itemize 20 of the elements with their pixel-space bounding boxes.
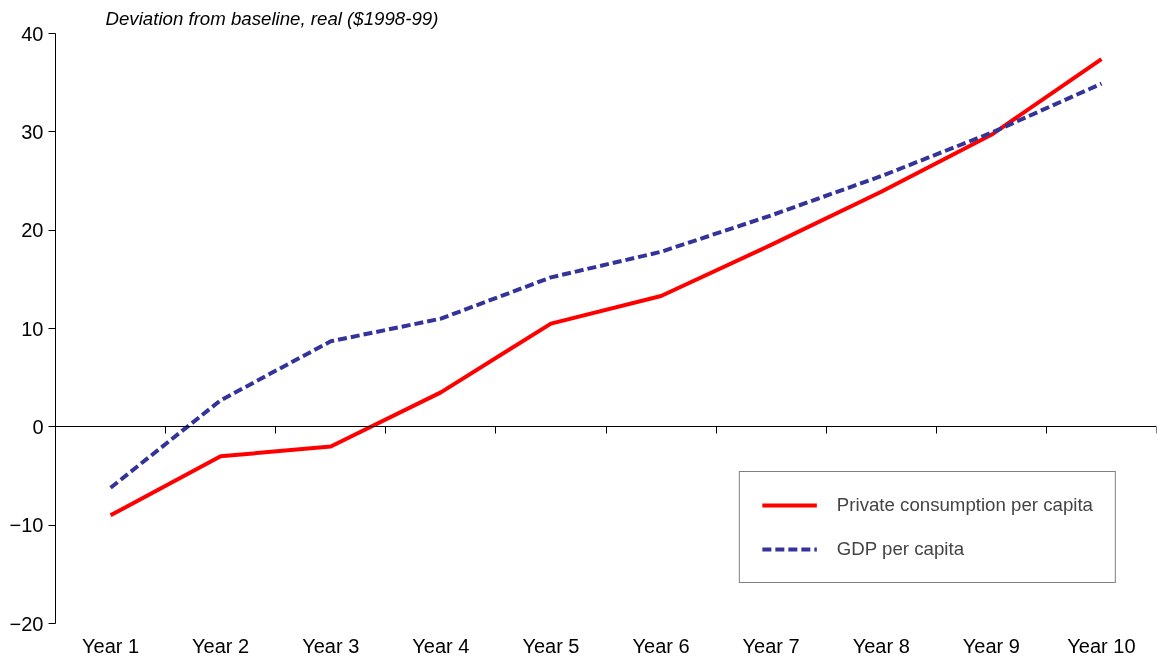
y-tick-label: 30 bbox=[21, 120, 44, 143]
legend-label: GDP per capita bbox=[836, 538, 965, 560]
legend-label: Private consumption per capita bbox=[836, 494, 1093, 516]
y-tick-label: 0 bbox=[32, 415, 44, 438]
y-tick-label: 20 bbox=[21, 219, 44, 242]
x-tick-label: Year 5 bbox=[522, 634, 580, 657]
y-tick-label: −10 bbox=[9, 514, 44, 537]
x-tick-label: Year 9 bbox=[962, 634, 1020, 657]
x-tick-label: Year 6 bbox=[632, 634, 690, 657]
y-tick-label: −20 bbox=[9, 612, 44, 635]
chart-title: Deviation from baseline, real ($1998-99) bbox=[105, 7, 439, 29]
x-tick-label: Year 8 bbox=[852, 634, 910, 657]
x-tick-label: Year 4 bbox=[412, 634, 470, 657]
x-tick-label: Year 7 bbox=[742, 634, 800, 657]
x-tick-label: Year 10 bbox=[1067, 634, 1136, 657]
y-tick-label: 40 bbox=[21, 22, 44, 45]
x-tick-label: Year 3 bbox=[302, 634, 360, 657]
y-tick-label: 10 bbox=[21, 317, 44, 340]
x-tick-label: Year 1 bbox=[82, 634, 140, 657]
x-tick-label: Year 2 bbox=[192, 634, 250, 657]
